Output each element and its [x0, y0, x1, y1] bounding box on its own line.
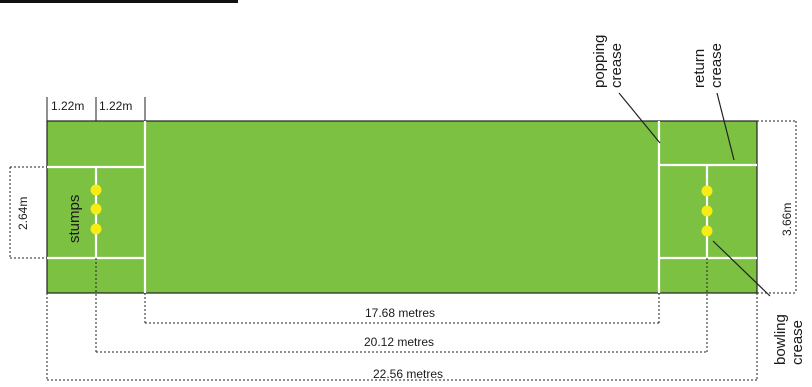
label-distance-stumps: 20.12 metres	[364, 335, 434, 349]
label-distance-popping: 17.68 metres	[365, 306, 435, 320]
label-right-width: 3.66m	[780, 203, 794, 236]
label-bowling-crease: crease	[789, 320, 806, 365]
label-return-crease: crease	[708, 43, 725, 88]
label-crease-gap-1: 1.22m	[51, 99, 84, 113]
stumps-right	[701, 185, 713, 237]
label-bowling: bowling	[772, 314, 789, 365]
label-stumps: stumps	[66, 195, 83, 243]
left-width-dimension	[9, 166, 47, 259]
label-left-width: 2.64m	[16, 197, 30, 230]
label-return: return	[691, 49, 708, 88]
right-end-lines	[657, 121, 757, 293]
label-popping-crease: crease	[608, 43, 625, 88]
pitch	[46, 120, 758, 294]
return-crease-leader	[716, 92, 735, 161]
stumps-left	[90, 184, 102, 235]
header-bar	[0, 0, 238, 3]
distance-dimensions	[46, 258, 758, 381]
top-width-markers	[46, 97, 146, 121]
label-popping: popping	[591, 35, 608, 88]
right-width-dimension	[757, 120, 797, 294]
bowling-crease-leader	[712, 240, 771, 297]
popping-crease-leader	[618, 92, 661, 144]
label-distance-total: 22.56 metres	[373, 367, 443, 381]
label-crease-gap-2: 1.22m	[99, 99, 132, 113]
